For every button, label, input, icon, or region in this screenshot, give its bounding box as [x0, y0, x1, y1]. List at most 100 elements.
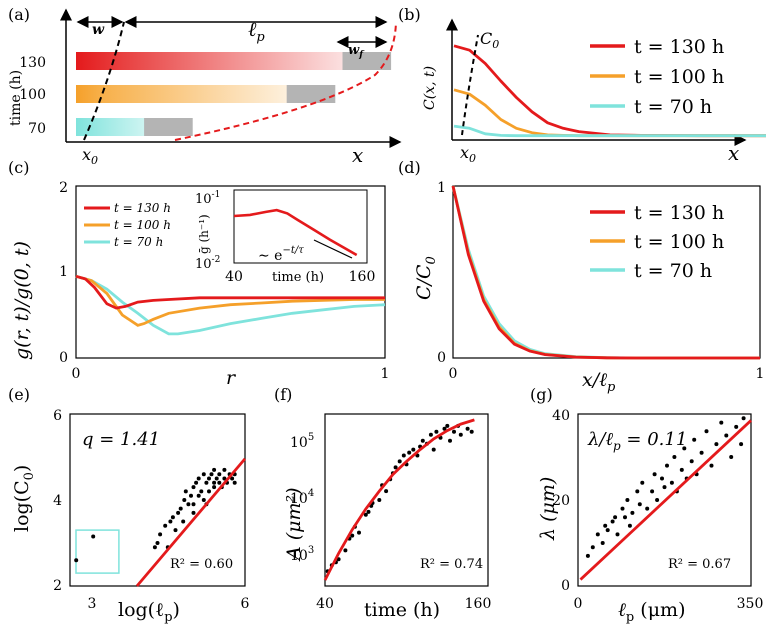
panel-g-annotation: λ/ℓp = 0.11 — [587, 429, 687, 453]
scatter-point — [74, 558, 79, 563]
bar-130h — [76, 52, 386, 70]
scatter-point — [168, 519, 173, 524]
panel-g-points — [579, 416, 752, 581]
legend-70h: t = 70 h — [634, 96, 712, 118]
panel-a: (a) time (h) 130 100 70 w ℓp wf x0 x — [8, 5, 402, 167]
scatter-point — [650, 489, 655, 494]
line-100h — [75, 274, 385, 327]
panel-f-xtick-40: 40 — [316, 596, 334, 612]
scatter-point — [434, 429, 439, 434]
legend-130h: t = 130 h — [634, 36, 724, 58]
panel-g-ytick-40: 40 — [552, 408, 570, 424]
scatter-point — [585, 553, 590, 558]
panel-e-ylabel: log(C0) — [11, 465, 37, 532]
panel-g: (g) λ (μm) 40 20 0 0 350 ℓp (μm) λ/ℓp = … — [530, 385, 763, 625]
scatter-point — [652, 472, 657, 477]
inset-frame — [233, 189, 368, 264]
scatter-point — [645, 506, 650, 511]
panel-f-points — [323, 418, 475, 581]
scatter-point — [230, 476, 235, 481]
scatter-point — [397, 459, 402, 464]
panel-f-xtick-160: 160 — [465, 596, 492, 612]
scatter-point — [665, 463, 669, 468]
panel-f-label: (f) — [274, 385, 292, 404]
scatter-point — [605, 528, 610, 533]
panel-d-xtick-1: 1 — [756, 366, 765, 382]
panel-d-ylabel: C/C0 — [413, 256, 439, 300]
scatter-point — [714, 442, 719, 447]
scatter-point — [173, 528, 178, 533]
scatter-point — [178, 506, 183, 511]
panel-g-frame — [577, 413, 752, 587]
scatter-point — [176, 510, 181, 515]
panel-e-r2: R² = 0.60 — [170, 557, 233, 572]
scatter-point — [452, 429, 456, 434]
scatter-point — [183, 489, 188, 494]
panel-g-r2: R² = 0.67 — [668, 557, 731, 572]
legend-130h: t = 130 h — [114, 201, 171, 215]
panel-g-ytick-0: 0 — [561, 578, 570, 594]
x0-boundary-curve — [83, 21, 125, 141]
scatter-point — [630, 510, 635, 515]
scatter-point — [741, 416, 746, 421]
inset-xtick-160: 160 — [349, 269, 376, 285]
panel-c: (c) g(r, t)/g(0, t) 2 1 0 0 1 r t = 130 … — [8, 158, 389, 389]
scatter-point — [393, 465, 398, 470]
scatter-point — [201, 472, 206, 477]
scatter-point — [610, 519, 615, 524]
panel-b-c0-curve — [461, 34, 479, 136]
scatter-point — [640, 480, 645, 485]
scatter-point — [207, 476, 211, 481]
scatter-point — [679, 467, 684, 472]
panel-a-x0-label: x0 — [82, 145, 98, 167]
scatter-point — [704, 429, 709, 434]
scatter-point — [186, 502, 191, 507]
panel-e-xtick-6: 6 — [241, 596, 250, 612]
w-label: w — [92, 22, 105, 38]
panel-b-xlabel: x — [728, 141, 739, 165]
scatter-point — [692, 437, 697, 442]
panel-d-legend: t = 130 h t = 100 h t = 70 h — [590, 202, 724, 282]
panel-g-ylabel: λ (μm) — [537, 477, 559, 541]
panel-c-frame — [75, 185, 386, 359]
scatter-point — [719, 420, 724, 425]
scatter-point — [217, 480, 222, 485]
panel-f-r2: R² = 0.74 — [420, 557, 483, 572]
scatter-point — [660, 476, 664, 481]
scatter-point — [613, 515, 618, 520]
wf-label: wf — [348, 43, 365, 60]
lp-label: ℓp — [248, 17, 265, 45]
legend-100h: t = 100 h — [634, 231, 724, 253]
inset-decay-guide — [313, 239, 353, 259]
scatter-point — [669, 480, 674, 485]
line-130h — [75, 274, 385, 310]
scatter-point — [196, 476, 201, 481]
scatter-point — [469, 429, 474, 434]
scatter-point — [672, 455, 677, 459]
panel-f-ytick-1e4: 104 — [290, 488, 314, 507]
panel-g-ytick-20: 20 — [552, 493, 570, 509]
fit-curve — [323, 418, 475, 581]
panel-f-xlabel: time (h) — [364, 599, 440, 621]
scatter-point — [212, 485, 217, 490]
panel-e: (e) log(C0) 6 4 2 3 6 log(ℓp) q = 1.41 R… — [8, 385, 250, 625]
inset-growth-rate-line — [233, 208, 358, 257]
panel-e-xtick-3: 3 — [88, 596, 97, 612]
line-100h — [453, 88, 766, 138]
scatter-point — [155, 541, 160, 545]
scatter-point — [201, 498, 206, 502]
inset-ytick-bottom: 10-2 — [195, 255, 220, 272]
panel-f-ytick-1e3: 103 — [290, 545, 314, 564]
scatter-point — [627, 523, 632, 528]
panel-g-xlabel: ℓp (μm) — [618, 599, 685, 625]
panel-c-ytick-1: 1 — [59, 264, 68, 280]
scatter-point — [448, 438, 452, 443]
scatter-point — [615, 532, 620, 537]
panel-a-ytick-70: 70 — [28, 121, 46, 137]
scatter-point — [152, 545, 157, 550]
panel-b: (b) C(x, t) C0 x0 x t = 130 h t = 100 h … — [398, 5, 766, 165]
scatter-point — [623, 515, 627, 520]
scatter-point — [724, 433, 729, 438]
panel-f-ylabel: A (μm²) — [283, 487, 305, 562]
